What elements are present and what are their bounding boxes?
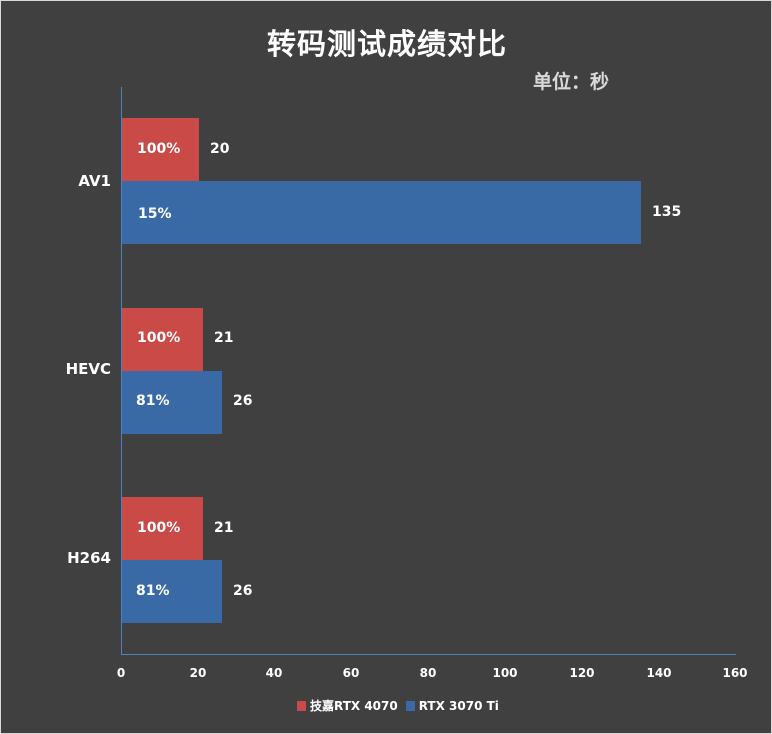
x-tick: 160 <box>722 666 748 680</box>
legend-item-rtx3070ti[interactable]: RTX 3070 Ti <box>405 698 499 713</box>
value-label-h264-rtx3070ti: 26 <box>233 583 253 599</box>
value-label-h264-rtx4070: 21 <box>214 520 234 536</box>
value-label-av1-rtx3070ti: 135 <box>652 204 682 220</box>
category-label-av1: AV1 <box>78 172 111 190</box>
bar-av1-rtx3070ti <box>122 181 641 244</box>
x-tick: 80 <box>419 666 437 680</box>
unit-label: 单位：秒 <box>533 71 610 93</box>
chart-title: 转码测试成绩对比 <box>266 27 507 61</box>
legend-item-rtx4070[interactable]: 技嘉RTX 4070 <box>297 697 398 714</box>
bar-hevc-rtx3070ti <box>122 371 222 434</box>
x-tick: 20 <box>189 666 207 680</box>
legend-label: 技嘉RTX 4070 <box>310 699 398 713</box>
pct-label-av1-rtx3070ti: 15% <box>138 206 172 222</box>
x-tick: 0 <box>116 666 126 680</box>
category-label-h264: H264 <box>67 549 111 567</box>
legend-swatch-red <box>297 700 306 711</box>
category-label-hevc: HEVC <box>65 360 111 378</box>
value-label-hevc-rtx4070: 21 <box>214 330 234 346</box>
x-tick: 60 <box>342 666 360 680</box>
pct-label-hevc-rtx3070ti: 81% <box>136 393 170 409</box>
legend-swatch-blue <box>405 700 415 711</box>
x-tick: 40 <box>265 666 283 680</box>
x-tick: 140 <box>646 666 672 680</box>
bar-hevc-rtx4070 <box>122 308 203 371</box>
pct-label-hevc-rtx4070: 100% <box>137 330 181 346</box>
pct-label-h264-rtx3070ti: 81% <box>136 583 170 599</box>
x-axis-line <box>121 654 736 655</box>
value-label-av1-rtx4070: 20 <box>210 141 230 157</box>
x-tick: 120 <box>569 666 595 680</box>
value-label-hevc-rtx3070ti: 26 <box>233 393 253 409</box>
pct-label-av1-rtx4070: 100% <box>137 141 181 157</box>
legend: 技嘉RTX 4070 RTX 3070 Ti <box>297 697 507 714</box>
bar-h264-rtx3070ti <box>122 560 222 623</box>
legend-label: RTX 3070 Ti <box>418 698 499 713</box>
bar-h264-rtx4070 <box>122 497 203 560</box>
y-axis-line <box>121 87 122 655</box>
pct-label-h264-rtx4070: 100% <box>137 520 181 536</box>
x-tick: 100 <box>492 666 518 680</box>
bar-av1-rtx4070 <box>122 118 199 181</box>
